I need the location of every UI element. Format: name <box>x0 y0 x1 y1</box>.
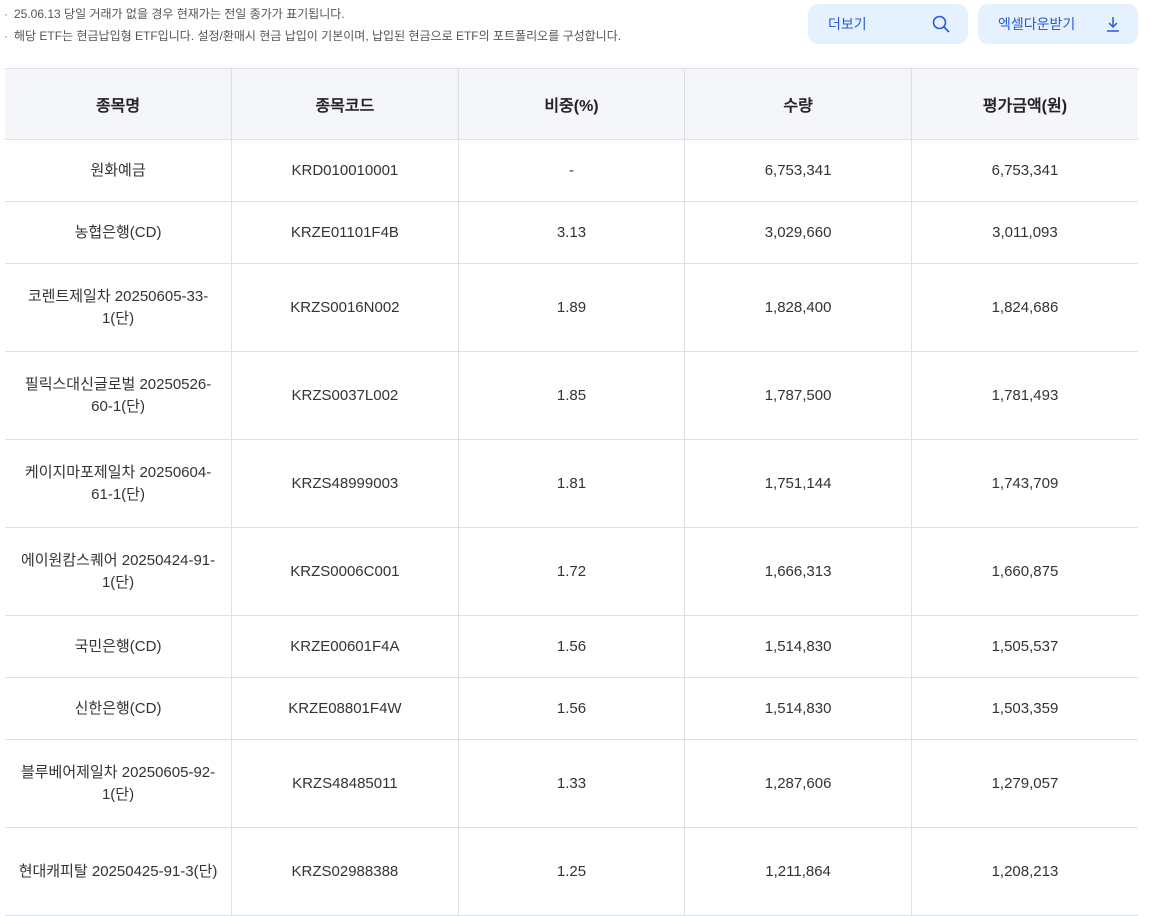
cell-value: 3,011,093 <box>910 201 1138 264</box>
cell-value: 1,781,493 <box>910 351 1138 440</box>
cell-code: KRZE01101F4B <box>231 201 459 264</box>
table-row: 코렌트제일차 20250605-33-1(단) KRZS0016N002 1.89 1… <box>5 263 1138 352</box>
cell-value: 1,208,213 <box>910 827 1138 916</box>
cell-name: 필릭스대신글로벌 20250526-60-1(단) <box>5 351 233 440</box>
table-row: 현대캐피탈 20250425-91-3(단) KRZS02988388 1.25 1,… <box>5 827 1138 916</box>
table-row: 에이원캄스퀘어 20250424-91-1(단) KRZS0006C001 1.72… <box>5 527 1138 616</box>
cell-value: 1,660,875 <box>910 527 1138 616</box>
cell-name: 블루베어제일차 20250605-92-1(단) <box>5 739 233 828</box>
cell-quantity: 1,828,400 <box>684 263 912 352</box>
cell-weight: 3.13 <box>457 201 686 264</box>
cell-code: KRZS0037L002 <box>231 351 459 440</box>
cell-code: KRZS0016N002 <box>231 263 459 352</box>
cell-name: 농협은행(CD) <box>5 201 233 264</box>
cell-value: 1,505,537 <box>910 615 1138 678</box>
cell-quantity: 1,514,830 <box>684 615 912 678</box>
cell-quantity: 1,666,313 <box>684 527 912 616</box>
cell-code: KRZS48485011 <box>231 739 459 828</box>
cell-value: 6,753,341 <box>910 139 1138 202</box>
cell-weight: 1.25 <box>457 827 686 916</box>
notice-item: 25.06.13 당일 거래가 없을 경우 현재가는 전일 종가가 표기됩니다. <box>4 3 621 25</box>
notice-item: 해당 ETF는 현금납입형 ETF입니다. 설정/환매시 현금 납입이 기본이며… <box>4 25 621 47</box>
excel-download-label: 엑셀다운받기 <box>998 16 1076 32</box>
cell-weight: 1.89 <box>457 263 686 352</box>
header-value: 평가금액(원) <box>910 68 1138 140</box>
cell-name: 케이지마포제일차 20250604-61-1(단) <box>5 439 233 528</box>
cell-name: 현대캐피탈 20250425-91-3(단) <box>5 827 233 916</box>
cell-name: 코렌트제일차 20250605-33-1(단) <box>5 263 233 352</box>
cell-weight: - <box>457 139 686 202</box>
cell-quantity: 6,753,341 <box>684 139 912 202</box>
cell-weight: 1.81 <box>457 439 686 528</box>
table-row: 신한은행(CD) KRZE08801F4W 1.56 1,514,830 1,503,3… <box>5 677 1138 740</box>
cell-quantity: 1,751,144 <box>684 439 912 528</box>
cell-quantity: 1,287,606 <box>684 739 912 828</box>
cell-code: KRD010010001 <box>231 139 459 202</box>
cell-weight: 1.33 <box>457 739 686 828</box>
search-icon <box>932 15 950 33</box>
more-button[interactable]: 더보기 <box>808 4 968 44</box>
cell-code: KRZS48999003 <box>231 439 459 528</box>
cell-name: 신한은행(CD) <box>5 677 233 740</box>
cell-name: 국민은행(CD) <box>5 615 233 678</box>
table-header-row: 종목명 종목코드 비중(%) 수량 평가금액(원) <box>5 68 1138 140</box>
cell-weight: 1.56 <box>457 677 686 740</box>
cell-weight: 1.72 <box>457 527 686 616</box>
download-icon <box>1107 17 1119 32</box>
cell-value: 1,824,686 <box>910 263 1138 352</box>
more-button-label: 더보기 <box>828 16 867 32</box>
cell-value: 1,743,709 <box>910 439 1138 528</box>
header-quantity: 수량 <box>684 68 912 140</box>
cell-name: 원화예금 <box>5 139 233 202</box>
table-row: 블루베어제일차 20250605-92-1(단) KRZS48485011 1.33… <box>5 739 1138 828</box>
notice-list: 25.06.13 당일 거래가 없을 경우 현재가는 전일 종가가 표기됩니다.… <box>4 3 621 47</box>
cell-weight: 1.85 <box>457 351 686 440</box>
excel-download-button[interactable]: 엑셀다운받기 <box>978 4 1138 44</box>
cell-name: 에이원캄스퀘어 20250424-91-1(단) <box>5 527 233 616</box>
table-row: 국민은행(CD) KRZE00601F4A 1.56 1,514,830 1,505,5… <box>5 615 1138 678</box>
cell-quantity: 3,029,660 <box>684 201 912 264</box>
table-row: 필릭스대신글로벌 20250526-60-1(단) KRZS0037L002 1.8… <box>5 351 1138 440</box>
cell-code: KRZS0006C001 <box>231 527 459 616</box>
cell-code: KRZE08801F4W <box>231 677 459 740</box>
cell-value: 1,279,057 <box>910 739 1138 828</box>
table-row: 농협은행(CD) KRZE01101F4B 3.13 3,029,660 3,011,0… <box>5 201 1138 264</box>
header-code: 종목코드 <box>231 68 459 140</box>
table-row: 케이지마포제일차 20250604-61-1(단) KRZS48999003 1.8… <box>5 439 1138 528</box>
header-weight: 비중(%) <box>457 68 686 140</box>
header-name: 종목명 <box>5 68 233 140</box>
cell-quantity: 1,514,830 <box>684 677 912 740</box>
cell-weight: 1.56 <box>457 615 686 678</box>
cell-quantity: 1,787,500 <box>684 351 912 440</box>
cell-code: KRZE00601F4A <box>231 615 459 678</box>
portfolio-table: 종목명 종목코드 비중(%) 수량 평가금액(원) 원화예금 KRD010010001-6… <box>5 68 1138 916</box>
cell-quantity: 1,211,864 <box>684 827 912 916</box>
cell-code: KRZS02988388 <box>231 827 459 916</box>
cell-value: 1,503,359 <box>910 677 1138 740</box>
table-row: 원화예금 KRD010010001-6,753,341 6,753,341 <box>5 139 1138 202</box>
